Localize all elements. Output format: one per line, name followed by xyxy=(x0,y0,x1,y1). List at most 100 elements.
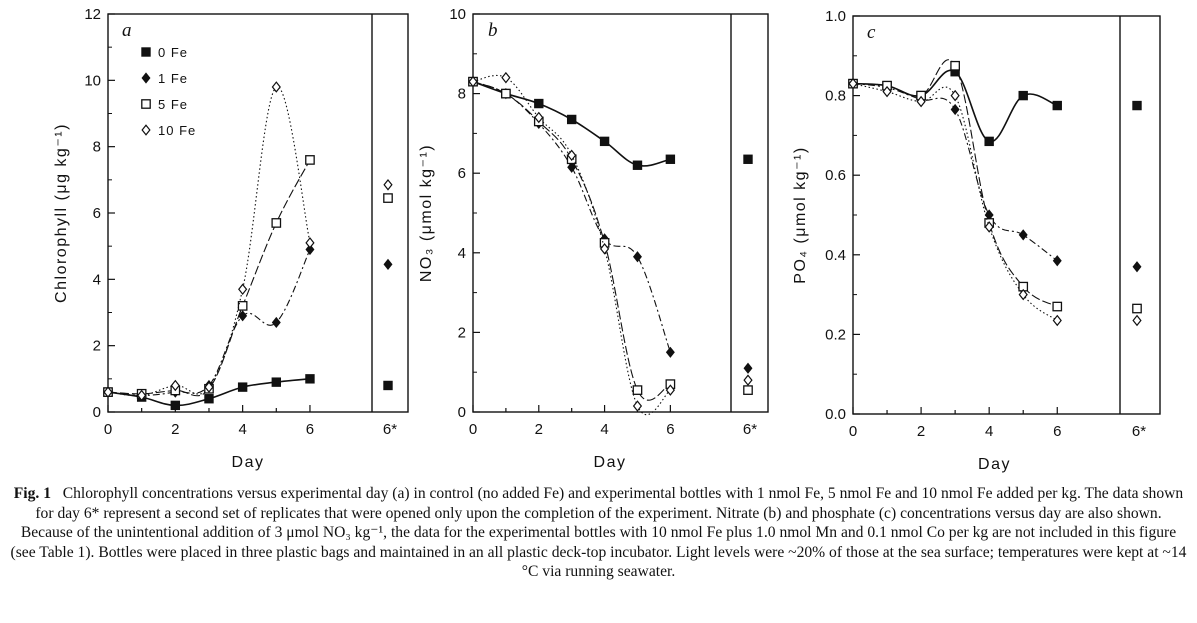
day6star-point xyxy=(383,258,393,271)
data-point xyxy=(599,136,610,147)
x-tick-label: 6 xyxy=(306,421,314,438)
legend-entry: 0 Fe xyxy=(158,45,188,60)
day6star-point xyxy=(1132,314,1142,327)
legend: 0 Fe 1 Fe 5 Fe 10 Fe xyxy=(141,45,195,138)
legend-marker xyxy=(141,47,151,57)
y-tick-label: 8 xyxy=(93,139,101,156)
y-tick-label: 6 xyxy=(93,205,101,222)
panel-letter: a xyxy=(122,20,132,41)
series-line xyxy=(107,159,311,397)
data-point xyxy=(238,283,248,296)
data-point xyxy=(567,161,577,173)
series-line xyxy=(107,86,311,397)
y-tick-label: 0.6 xyxy=(825,167,846,184)
y-axis-title: NO₃ (μmol kg⁻¹) xyxy=(418,144,435,282)
series-line xyxy=(472,81,671,401)
data-point xyxy=(305,243,315,256)
plot-frame xyxy=(852,15,1161,415)
day6star-point xyxy=(1132,303,1142,314)
data-point xyxy=(882,85,892,98)
x-axis-title: Day xyxy=(232,454,265,471)
day6star-point xyxy=(1132,261,1142,273)
data-point xyxy=(665,384,675,396)
series-10-fe xyxy=(848,77,1142,327)
y-tick-label: 1.0 xyxy=(825,8,846,25)
series-1-fe xyxy=(103,243,393,402)
data-point xyxy=(204,394,214,404)
data-point xyxy=(237,301,248,311)
y-tick-label: 0.8 xyxy=(825,88,846,105)
y-tick-label: 0.4 xyxy=(825,247,846,264)
data-point xyxy=(271,377,282,387)
data-point xyxy=(599,243,610,255)
x-tick-label: 6 xyxy=(666,421,674,438)
data-point xyxy=(567,149,577,162)
x-tick-label: 0 xyxy=(469,421,477,438)
figure-canvas: 0 2 4 6 8 10 12 0 2 4 6 6* Day Chlorophyll (μg kg⁻¹) a… xyxy=(53,6,1161,473)
y-tick-label: 10 xyxy=(84,72,101,89)
series-5-fe xyxy=(468,76,753,401)
y-tick-label: 0 xyxy=(93,404,101,421)
data-point xyxy=(1052,100,1062,111)
y-tick-label: 0 xyxy=(458,404,466,421)
series-0-fe xyxy=(468,76,753,170)
data-point xyxy=(271,316,281,329)
x-tick-label: 2 xyxy=(535,421,543,438)
data-point xyxy=(534,98,544,109)
data-point xyxy=(1018,90,1028,101)
series-line xyxy=(852,59,1058,307)
data-point xyxy=(665,154,676,164)
data-point xyxy=(305,237,315,249)
data-point xyxy=(305,374,315,384)
x-tick-label-6star: 6* xyxy=(1132,423,1146,440)
figure-caption: Fig. 1 Chlorophyll concentrations versus… xyxy=(8,484,1189,582)
y-tick-label: 0.2 xyxy=(825,326,846,343)
legend-entry: 5 Fe xyxy=(158,97,188,112)
x-axis-title: Day xyxy=(594,454,627,471)
y-tick-label: 0.0 xyxy=(825,406,846,423)
series-10-fe xyxy=(468,71,753,416)
legend-marker xyxy=(141,124,151,136)
series-0-fe xyxy=(848,67,1142,147)
data-point xyxy=(632,160,643,170)
x-tick-label: 4 xyxy=(238,421,246,438)
y-axis-title: PO₄ (μmol kg⁻¹) xyxy=(792,146,809,283)
data-point xyxy=(170,400,181,411)
x-tick-label: 4 xyxy=(600,421,608,438)
data-point xyxy=(204,381,214,393)
data-point xyxy=(170,379,180,392)
data-point xyxy=(501,71,511,84)
data-point xyxy=(632,400,643,412)
day6star-point xyxy=(743,362,753,374)
x-tick-label: 0 xyxy=(104,421,112,438)
x-axis-title: Day xyxy=(978,456,1011,473)
day6star-point xyxy=(743,374,753,386)
legend-entry: 1 Fe xyxy=(158,71,188,86)
y-axis-title: Chlorophyll (μg kg⁻¹) xyxy=(53,123,70,303)
panel-b: 0 2 4 6 8 10 0 2 4 6 6* Day NO₃ (μmol kg⁻¹) b xyxy=(418,6,769,471)
y-tick-label: 12 xyxy=(84,6,101,23)
data-point xyxy=(271,218,282,228)
data-point xyxy=(271,81,281,93)
data-point xyxy=(103,386,113,398)
data-point xyxy=(566,114,577,125)
series-10-fe xyxy=(103,81,393,402)
x-tick-label-6star: 6* xyxy=(743,421,757,438)
data-point xyxy=(984,221,994,233)
data-point xyxy=(950,89,960,102)
y-tick-label: 8 xyxy=(458,86,466,103)
series-1-fe xyxy=(468,76,753,374)
day6star-point xyxy=(383,193,393,203)
series-line xyxy=(472,74,671,416)
data-point xyxy=(950,103,960,116)
panel-letter: c xyxy=(867,22,876,43)
data-point xyxy=(1018,288,1028,301)
day6star-point xyxy=(1132,100,1142,111)
x-tick-label: 4 xyxy=(985,423,993,440)
data-point xyxy=(1018,229,1028,241)
x-tick-label-6star: 6* xyxy=(383,421,397,438)
y-tick-label: 4 xyxy=(93,271,101,288)
plot-frame xyxy=(107,13,409,413)
y-tick-label: 2 xyxy=(458,324,466,341)
x-tick-label: 2 xyxy=(171,421,179,438)
